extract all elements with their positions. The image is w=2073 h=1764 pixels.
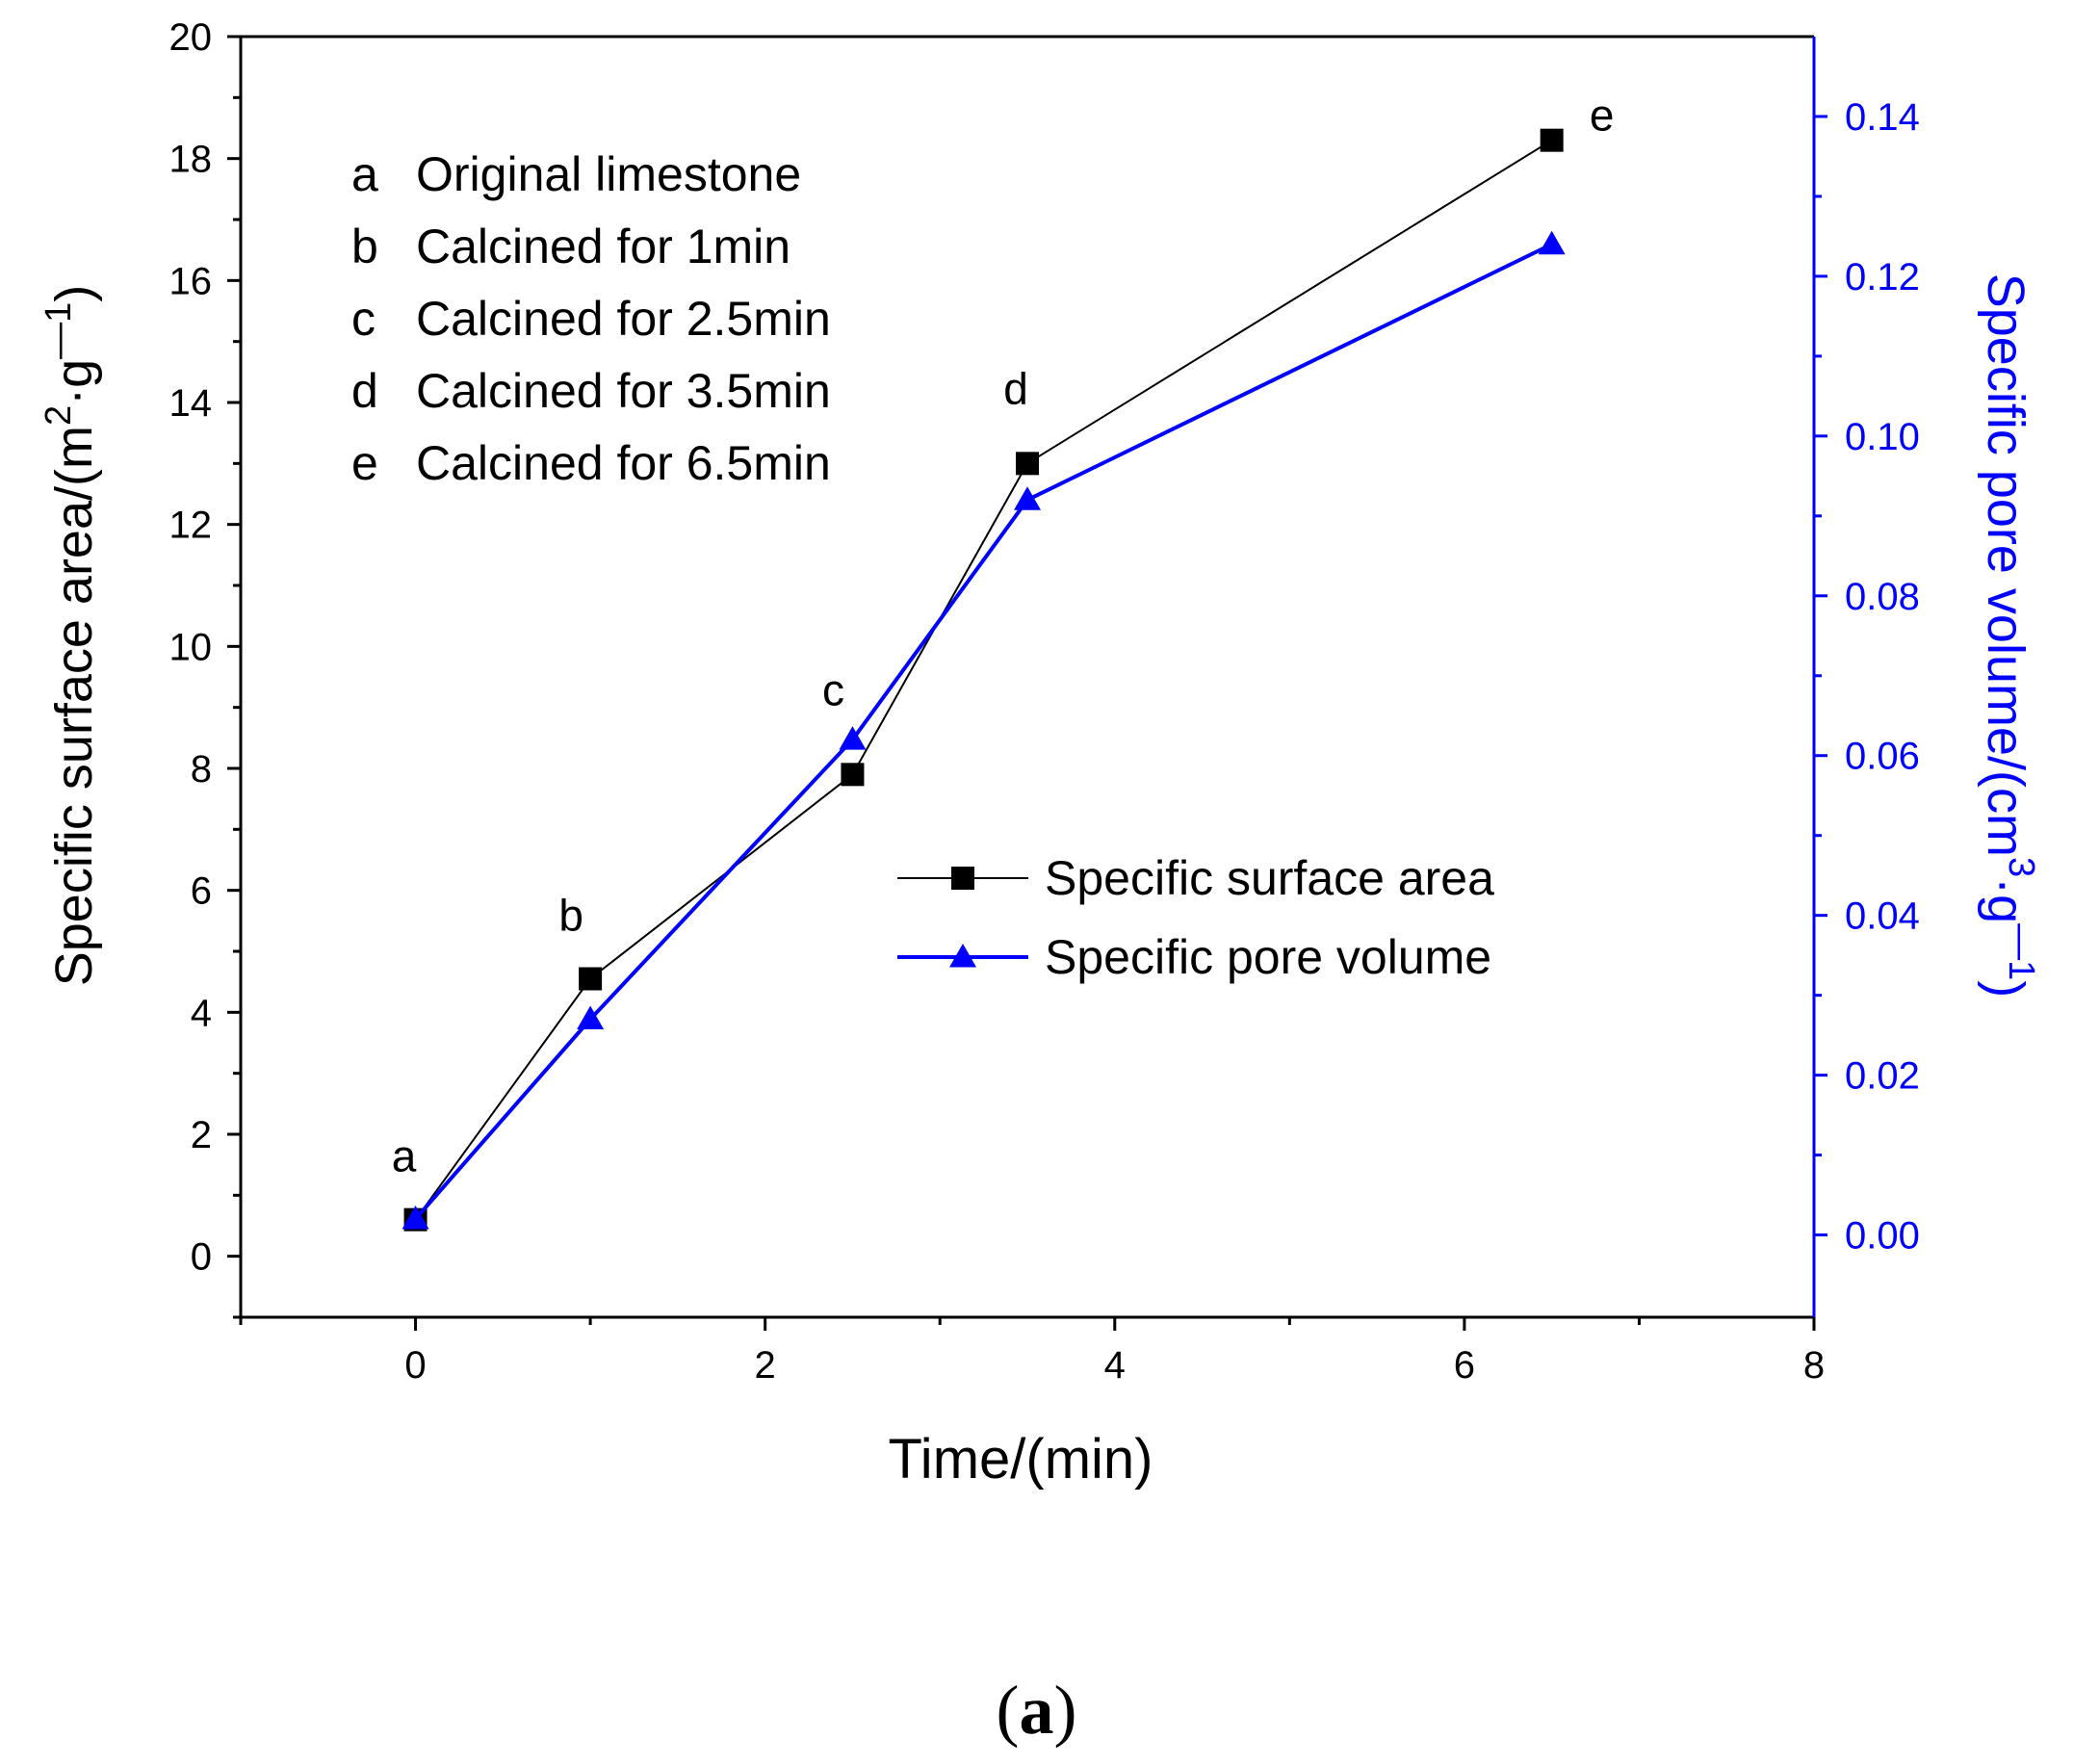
y-axis-left: 0 2 4 6 8 10 12 14 16 18 20	[169, 16, 241, 1319]
series-layer	[402, 128, 1566, 1232]
y-left-tick-label: 20	[169, 16, 213, 59]
y-left-label-end: )	[45, 285, 103, 302]
y-right-tick-label: 0.04	[1845, 895, 1920, 938]
pore-volume-point	[1538, 230, 1566, 255]
annotation-letter: d	[351, 364, 378, 418]
y-right-tick-label: 0.12	[1845, 256, 1920, 298]
x-axis: 0 2 4 6 8	[239, 1317, 1825, 1387]
y-left-tick-label: 4	[191, 992, 212, 1034]
y-left-tick-label: 0	[191, 1236, 212, 1279]
legend: Specific surface area Specific pore volum…	[897, 851, 1494, 984]
plot-frame	[239, 35, 1816, 1319]
annotation-letter: c	[351, 292, 376, 346]
pore-volume-point	[839, 726, 867, 750]
y-right-tick-label: 0.14	[1845, 96, 1920, 139]
x-tick-label: 6	[1454, 1344, 1475, 1387]
y-right-label-mid: ·g	[1977, 877, 2034, 923]
point-label: b	[558, 891, 583, 941]
annotation-text: Original limestone	[416, 147, 801, 201]
y-left-tick-label: 18	[169, 139, 213, 181]
y-axis-left-label: Specific surface area/(m2·g—1)	[39, 285, 103, 987]
y-left-label-sup1: 2	[39, 405, 79, 426]
y-right-label-sup2: —1	[2001, 923, 2041, 980]
point-label: a	[392, 1131, 417, 1181]
surface-area-point	[841, 763, 865, 787]
y-left-tick-label: 16	[169, 260, 213, 302]
annotation-letter: b	[351, 220, 378, 273]
y-left-label-sup2: —1	[39, 302, 79, 359]
annotation-list: a Original limestone b Calcined for 1min c Ca…	[351, 147, 831, 490]
point-label: e	[1590, 91, 1615, 141]
point-labels: a b c d e	[392, 91, 1615, 1181]
legend-label: Specific pore volume	[1045, 930, 1491, 984]
y-axis-right-label: Specific pore volume/(cm3·g—1)	[1977, 273, 2041, 999]
y-left-tick-label: 2	[191, 1114, 212, 1156]
legend-square-marker	[951, 867, 974, 890]
surface-area-point	[579, 967, 603, 991]
annotation-text: Calcined for 1min	[416, 220, 790, 273]
annotation-text: Calcined for 3.5min	[416, 364, 831, 418]
x-axis-label: Time/(min)	[889, 1428, 1153, 1491]
legend-label: Specific surface area	[1045, 851, 1494, 905]
x-tick-label: 2	[755, 1344, 776, 1387]
y-right-tick-label: 0.02	[1845, 1055, 1920, 1098]
y-left-tick-label: 12	[169, 505, 213, 547]
caption-open: (	[996, 1672, 1020, 1749]
pore-volume-point	[402, 1205, 429, 1230]
y-axis-right: 0.00 0.02 0.04 0.06 0.08 0.10 0.12 0.14	[1814, 96, 1920, 1258]
legend-triangle-marker	[949, 944, 976, 968]
y-left-tick-label: 14	[169, 382, 213, 425]
y-left-label-base: Specific surface area/(m	[45, 426, 103, 986]
point-label: d	[1003, 363, 1028, 413]
annotation-letter: e	[351, 436, 378, 490]
y-left-label-mid: ·g	[45, 359, 103, 405]
surface-area-point	[1540, 128, 1564, 152]
y-right-tick-label: 0.08	[1845, 576, 1920, 618]
annotation-letter: a	[351, 147, 378, 201]
y-right-label-sup1: 3	[2001, 857, 2041, 877]
annotation-text: Calcined for 2.5min	[416, 292, 831, 346]
y-right-tick-label: 0.00	[1845, 1215, 1920, 1258]
annotation-text: Calcined for 6.5min	[416, 436, 831, 490]
point-label: c	[822, 664, 844, 714]
y-left-tick-label: 10	[169, 626, 213, 668]
pore-volume-point	[577, 1005, 605, 1030]
y-right-label-end: )	[1977, 980, 2034, 998]
x-tick-label: 4	[1104, 1344, 1126, 1387]
caption-close: )	[1053, 1672, 1077, 1749]
y-left-tick-label: 8	[191, 748, 212, 791]
y-left-tick-label: 6	[191, 870, 212, 913]
figure-caption: (a)	[0, 1671, 2073, 1751]
y-right-tick-label: 0.10	[1845, 416, 1920, 458]
x-tick-label: 0	[404, 1344, 426, 1387]
y-right-tick-label: 0.06	[1845, 736, 1920, 778]
pore-volume-point	[1014, 486, 1041, 510]
surface-area-point	[1016, 452, 1039, 476]
y-right-label-base: Specific pore volume/(cm	[1977, 273, 2034, 857]
caption-letter: a	[1019, 1672, 1054, 1749]
x-tick-label: 8	[1803, 1344, 1825, 1387]
